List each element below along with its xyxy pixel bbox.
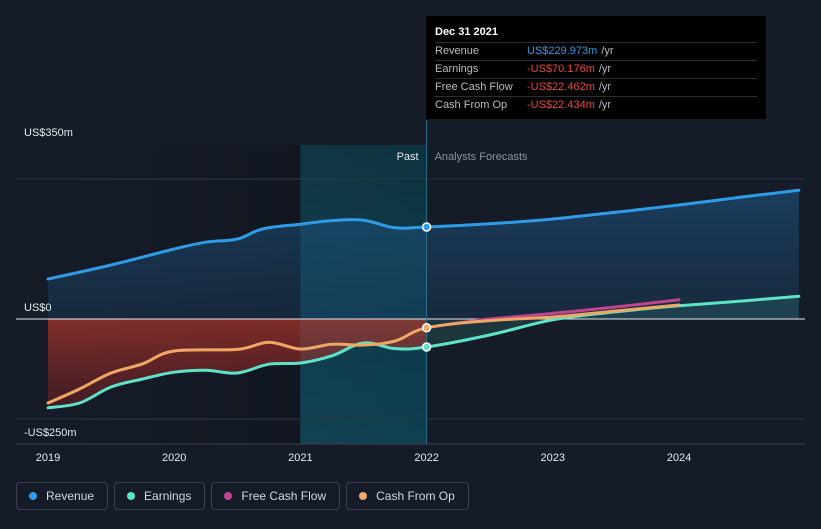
y-tick-label: US$350m: [24, 127, 73, 139]
x-tick-label: 2022: [414, 452, 438, 464]
tooltip-label: Cash From Op: [435, 99, 508, 111]
tooltip-row-earnings: Earnings -US$70.176m /yr: [435, 60, 757, 78]
revenue-area: [48, 190, 799, 319]
earnings-forecast-area: [426, 296, 799, 347]
tooltip-unit: /yr: [601, 45, 614, 57]
x-tick-label: 2024: [667, 452, 691, 464]
legend-dot-icon: [224, 492, 233, 500]
tooltip-value: -US$70.176m: [527, 63, 595, 75]
tooltip-row-revenue: Revenue US$229.973m /yr: [435, 42, 757, 60]
legend-item-earnings[interactable]: Earnings: [114, 482, 206, 510]
tooltip-label: Revenue: [435, 45, 480, 57]
tooltip: Dec 31 2021 Revenue US$229.973m /yr Earn…: [426, 16, 766, 119]
series-line-revenue: [46, 188, 801, 281]
legend-item-cash-from-op[interactable]: Cash From Op: [346, 482, 469, 510]
legend: Revenue Earnings Free Cash Flow Cash Fro…: [16, 482, 469, 512]
legend-label: Earnings: [144, 489, 192, 503]
legend-label: Revenue: [46, 489, 95, 503]
legend-label: Cash From Op: [376, 489, 455, 503]
tooltip-value: US$229.973m: [527, 45, 598, 57]
legend-item-revenue[interactable]: Revenue: [16, 482, 109, 510]
x-tick-label: 2019: [36, 452, 60, 464]
forecast-label: Analysts Forecasts: [435, 151, 528, 163]
legend-item-free-cash-flow[interactable]: Free Cash Flow: [211, 482, 341, 510]
tooltip-value: -US$22.462m: [527, 81, 595, 93]
earnings-loss-area: [48, 319, 427, 408]
x-tick-label: 2023: [541, 452, 565, 464]
past-label: Past: [397, 151, 419, 163]
tooltip-unit: /yr: [598, 63, 612, 75]
x-tick-label: 2021: [288, 452, 312, 464]
tooltip-row-cash-from-op: Cash From Op -US$22.434m /yr: [435, 96, 757, 114]
legend-dot-icon: [359, 492, 368, 500]
x-tick-label: 2020: [162, 452, 186, 464]
y-tick-label: US$0: [24, 302, 52, 314]
y-tick-label: -US$250m: [24, 427, 77, 439]
series-line-cash-from-op: [46, 303, 681, 405]
tooltip-label: Earnings: [435, 63, 479, 75]
tooltip-value: -US$22.434m: [527, 99, 595, 111]
tooltip-unit: /yr: [598, 81, 612, 93]
point-revenue: [421, 222, 432, 232]
tooltip-unit: /yr: [598, 99, 612, 111]
tooltip-date: Dec 31 2021: [435, 26, 498, 38]
tooltip-label: Free Cash Flow: [435, 81, 513, 93]
point-cash-from-op: [421, 323, 432, 333]
point-earnings: [421, 342, 432, 352]
legend-dot-icon: [29, 492, 37, 500]
legend-label: Free Cash Flow: [241, 489, 327, 503]
tooltip-row-free-cash-flow: Free Cash Flow -US$22.462m /yr: [435, 78, 757, 96]
legend-dot-icon: [127, 492, 136, 500]
